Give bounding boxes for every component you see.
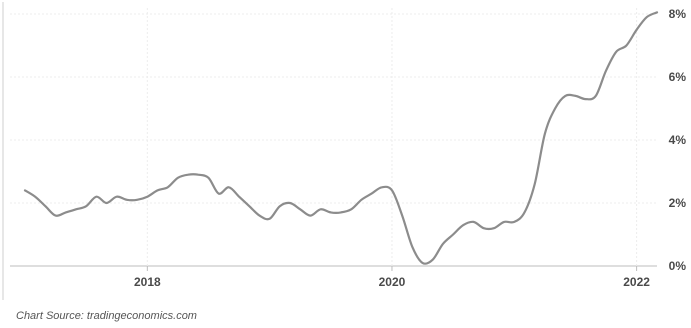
grid-lines — [10, 8, 657, 267]
series-line — [23, 11, 659, 265]
y-tick-label: 2% — [669, 196, 687, 210]
y-tick-label: 0% — [669, 259, 687, 273]
chart-source-text: Chart Source: tradingeconomics.com — [16, 310, 197, 322]
series-layer — [23, 11, 659, 265]
y-tick-label: 4% — [669, 133, 687, 147]
y-tick-label: 8% — [669, 7, 687, 21]
x-tick-label: 2020 — [379, 275, 406, 289]
x-tick-label: 2018 — [134, 275, 161, 289]
x-tick-label: 2022 — [623, 275, 650, 289]
tick-labels: 0% 2% 4% 6% 8% 2018 2020 2022 — [134, 7, 686, 289]
axes — [2, 2, 638, 300]
y-tick-label: 6% — [669, 70, 687, 84]
